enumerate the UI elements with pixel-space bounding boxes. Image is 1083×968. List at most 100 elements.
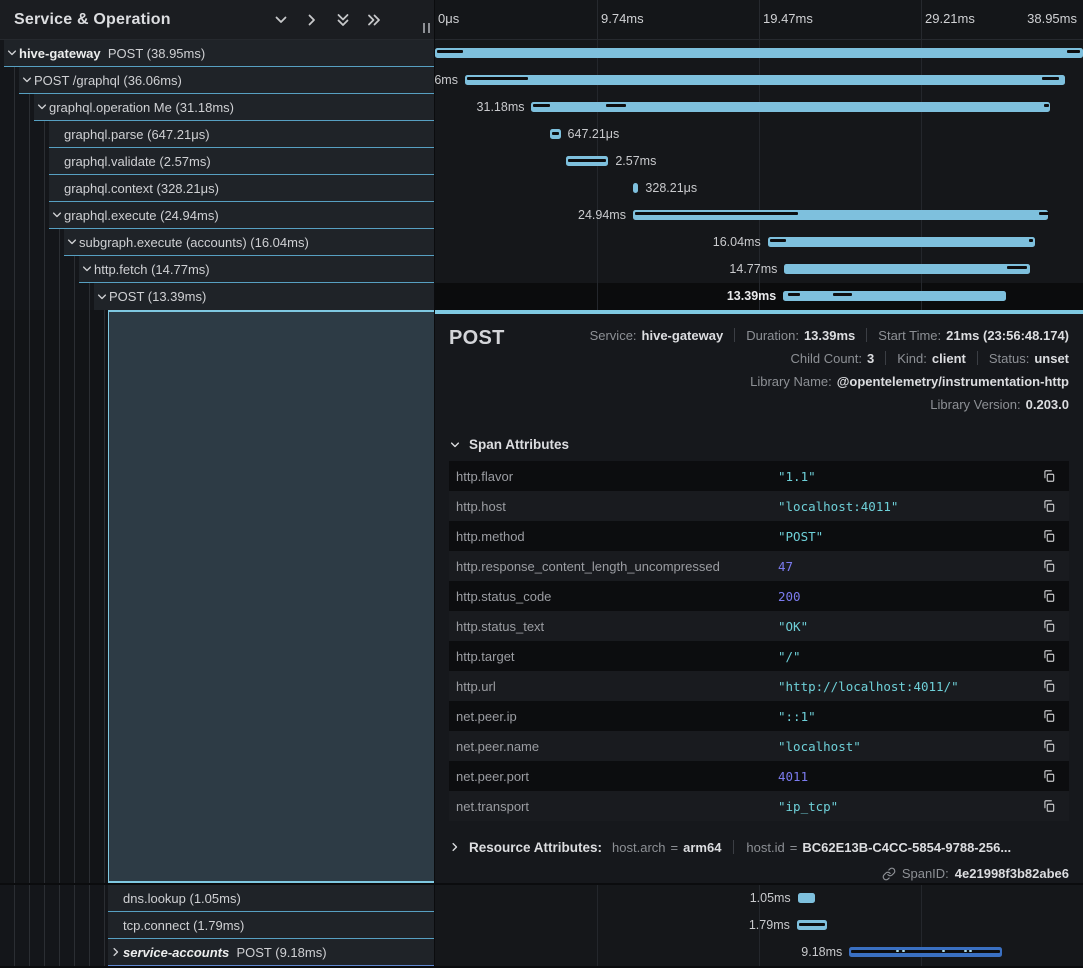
chevron-down-icon[interactable] (34, 101, 49, 113)
span-bar[interactable] (550, 129, 561, 139)
copy-value-button[interactable] (1037, 709, 1061, 723)
copy-value-button[interactable] (1037, 769, 1061, 783)
double-chevron-down-icon[interactable] (334, 11, 351, 28)
service-name: hive-gateway (19, 46, 101, 61)
span-name-cell[interactable]: graphql.parse (647.21μs) (0, 121, 434, 148)
copy-value-button[interactable] (1037, 619, 1061, 633)
copy-value-button[interactable] (1037, 649, 1061, 663)
span-name-cell[interactable]: dns.lookup (1.05ms) (0, 885, 434, 912)
span-attributes-toggle[interactable]: Span Attributes (449, 437, 1069, 452)
span-timeline-cell[interactable]: 2.57ms (435, 148, 1083, 175)
attribute-key: net.peer.port (456, 769, 778, 784)
resource-key: host.arch (612, 840, 665, 855)
attribute-row: http.method"POST" (449, 521, 1069, 551)
copy-value-button[interactable] (1037, 529, 1061, 543)
meta-label: Duration: (746, 328, 799, 343)
chevron-down-icon[interactable] (272, 11, 289, 28)
timeline-gridline (759, 939, 760, 966)
attribute-key: http.status_code (456, 589, 778, 604)
timeline-gridline (921, 0, 922, 40)
attribute-row: http.url"http://localhost:4011/" (449, 671, 1069, 701)
span-name-label: graphql.operation Me (31.18ms) (49, 100, 234, 115)
span-name-label: http.fetch (14.77ms) (94, 262, 210, 277)
span-name-cell[interactable]: POST /graphql (36.06ms) (0, 67, 434, 94)
span-timeline-cell[interactable]: 1.05ms (435, 885, 1083, 912)
span-timeline-cell[interactable]: 36.06ms (435, 67, 1083, 94)
span-name-cell[interactable]: tcp.connect (1.79ms) (0, 912, 434, 939)
span-bar[interactable] (783, 291, 1006, 301)
span-name-cell[interactable]: graphql.execute (24.94ms) (0, 202, 434, 229)
span-bar[interactable] (768, 237, 1035, 247)
span-timeline-cell[interactable]: 16.04ms (435, 229, 1083, 256)
copy-value-button[interactable] (1037, 589, 1061, 603)
child-span-marker (437, 50, 463, 53)
operation-name: graphql.execute (24.94ms) (64, 208, 219, 223)
span-duration-label: 14.77ms (729, 256, 777, 283)
span-name-cell[interactable]: graphql.context (328.21μs) (0, 175, 434, 202)
double-chevron-right-icon[interactable] (365, 11, 382, 28)
span-name-cell[interactable]: service-accounts POST (9.18ms) (0, 939, 434, 966)
span-bar[interactable] (465, 75, 1065, 85)
span-bar[interactable] (797, 920, 827, 930)
span-timeline-cell[interactable]: 14.77ms (435, 256, 1083, 283)
operation-name: graphql.parse (647.21μs) (64, 127, 210, 142)
span-name-cell[interactable]: POST (13.39ms) (0, 283, 434, 310)
span-name-content: graphql.context (328.21μs) (49, 175, 434, 202)
indent-guides (0, 67, 19, 94)
copy-value-button[interactable] (1037, 679, 1061, 693)
span-timeline-cell[interactable]: 31.18ms (435, 94, 1083, 121)
span-name-cell[interactable]: graphql.operation Me (31.18ms) (0, 94, 434, 121)
chevron-right-icon[interactable] (108, 946, 123, 958)
span-timeline-cell[interactable]: 13.39ms (435, 283, 1083, 310)
meta-value: @opentelemetry/instrumentation-http (837, 374, 1069, 389)
indent-guides-strip (0, 310, 108, 883)
span-name-cell[interactable]: subgraph.execute (accounts) (16.04ms) (0, 229, 434, 256)
meta-label: Start Time: (878, 328, 941, 343)
panel-divider[interactable] (434, 0, 435, 968)
span-duration-label: 647.21μs (568, 121, 620, 148)
span-bar[interactable] (849, 947, 1002, 957)
span-bar[interactable] (435, 48, 1083, 58)
span-name-label: POST (13.39ms) (109, 289, 206, 304)
span-timeline-cell[interactable]: 24.94ms (435, 202, 1083, 229)
span-timeline-cell[interactable]: 38.95ms (435, 40, 1083, 67)
copy-value-button[interactable] (1037, 499, 1061, 513)
chevron-down-icon[interactable] (19, 74, 34, 86)
span-name-content: subgraph.execute (accounts) (16.04ms) (64, 229, 434, 256)
span-timeline-cell[interactable]: 647.21μs (435, 121, 1083, 148)
attribute-row: http.host"localhost:4011" (449, 491, 1069, 521)
indent-guides (0, 202, 49, 229)
chevron-down-icon[interactable] (4, 47, 19, 59)
resource-attributes-toggle[interactable]: Resource Attributes:host.arch=arm64host.… (449, 837, 1069, 857)
chevron-down-icon[interactable] (79, 263, 94, 275)
span-name-label: service-accounts POST (9.18ms) (123, 945, 327, 960)
chevron-down-icon[interactable] (64, 236, 79, 248)
chevron-down-icon[interactable] (49, 209, 64, 221)
span-name-label: graphql.validate (2.57ms) (64, 154, 211, 169)
copy-value-button[interactable] (1037, 799, 1061, 813)
chevron-down-icon[interactable] (94, 291, 109, 303)
span-bar[interactable] (566, 156, 609, 166)
service-name: service-accounts (123, 945, 229, 960)
attribute-value: 4011 (778, 769, 1037, 784)
span-timeline-cell[interactable]: 9.18ms (435, 939, 1083, 966)
panel-resize-grip[interactable] (423, 23, 430, 33)
span-name-cell[interactable]: http.fetch (14.77ms) (0, 256, 434, 283)
span-timeline-cell[interactable]: 1.79ms (435, 912, 1083, 939)
timeline-tick-label: 38.95ms (1027, 11, 1077, 26)
chevron-right-icon[interactable] (303, 11, 320, 28)
copy-value-button[interactable] (1037, 469, 1061, 483)
copy-value-button[interactable] (1037, 739, 1061, 753)
span-bar[interactable] (784, 264, 1030, 274)
span-bar[interactable] (633, 183, 638, 193)
span-bar[interactable] (798, 893, 815, 903)
span-id-row: SpanID: 4e21998f3b82abe6 (449, 866, 1069, 881)
span-name-label: subgraph.execute (accounts) (16.04ms) (79, 235, 309, 250)
span-name-cell[interactable]: hive-gateway POST (38.95ms) (0, 40, 434, 67)
span-row: dns.lookup (1.05ms) 1.05ms (0, 885, 1083, 912)
link-icon[interactable] (882, 867, 896, 881)
span-timeline-cell[interactable]: 328.21μs (435, 175, 1083, 202)
copy-value-button[interactable] (1037, 559, 1061, 573)
span-name-cell[interactable]: graphql.validate (2.57ms) (0, 148, 434, 175)
operation-name: dns.lookup (1.05ms) (123, 891, 241, 906)
